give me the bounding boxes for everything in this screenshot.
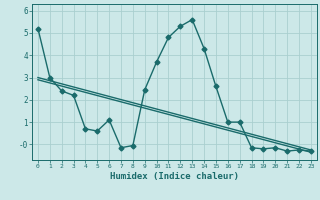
X-axis label: Humidex (Indice chaleur): Humidex (Indice chaleur) bbox=[110, 172, 239, 181]
